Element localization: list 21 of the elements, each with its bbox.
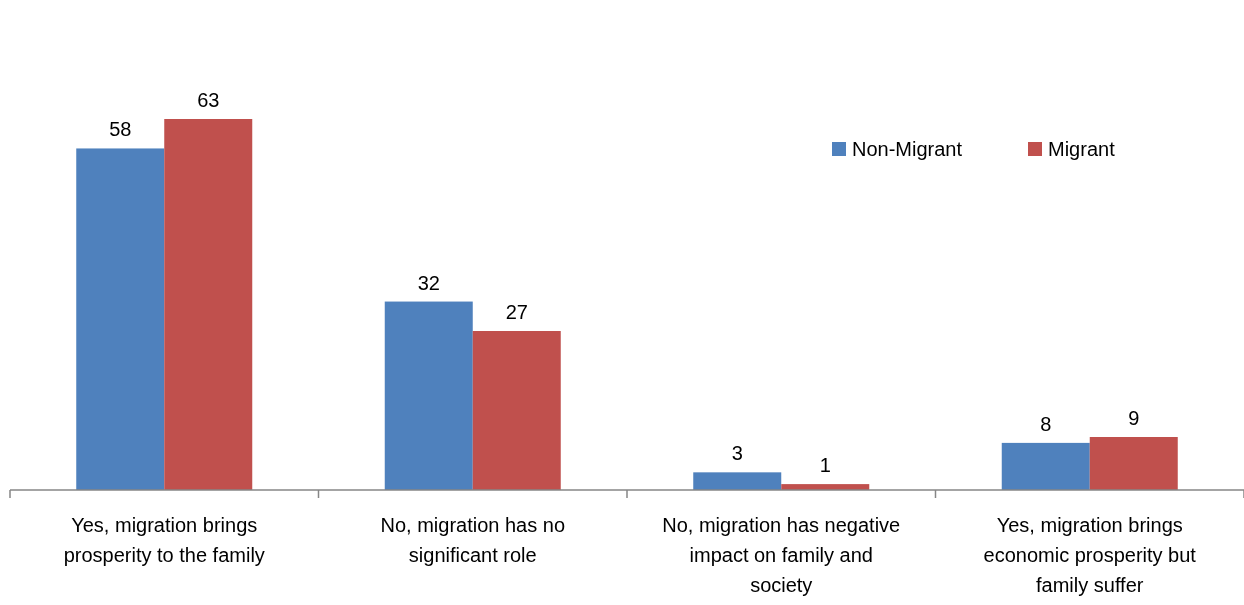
bar — [1001, 442, 1090, 490]
data-label: 8 — [1040, 412, 1052, 435]
bar — [164, 119, 253, 490]
data-label: 3 — [731, 442, 743, 465]
x-tick-label: No, migration has no significant role — [380, 514, 566, 566]
data-label: 58 — [109, 118, 132, 141]
x-tick-label: Yes, migration brings economic prosperity but family suffer — [983, 514, 1197, 596]
bar — [472, 331, 561, 490]
x-tick-label: No, migration has negative impact on family and society — [662, 514, 901, 596]
data-label: 63 — [197, 89, 220, 111]
bar — [384, 301, 473, 490]
data-label: 1 — [819, 454, 831, 477]
data-label: 32 — [417, 271, 440, 294]
x-tick-label: Yes, migration brings prosperity to the family — [63, 514, 265, 566]
data-label: 27 — [505, 301, 528, 323]
legend-label: Non-Migrant — [852, 138, 963, 160]
bar — [76, 148, 165, 490]
bar — [693, 472, 782, 490]
data-label: 9 — [1128, 407, 1140, 429]
legend-label: Migrant — [1048, 138, 1116, 160]
bar — [1089, 437, 1178, 490]
